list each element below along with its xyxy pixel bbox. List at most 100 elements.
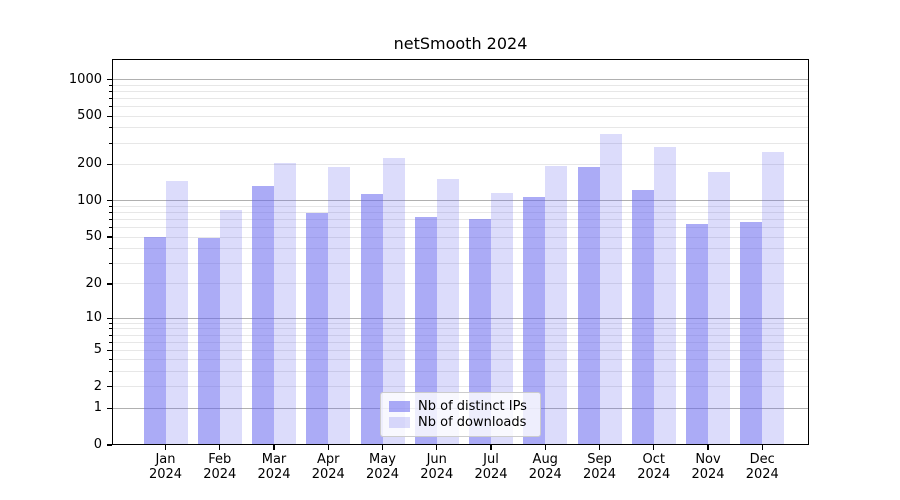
y-minor-tickmark (109, 205, 112, 207)
y-minor-tickmark (109, 90, 112, 92)
legend-item-distinct-ips: Nb of distinct IPs (389, 399, 532, 414)
minor-gridline (112, 248, 809, 250)
x-tick-year: 2024 (311, 467, 345, 482)
minor-gridline (112, 212, 809, 214)
y-tickmark (107, 200, 112, 202)
legend-label-distinct-ips: Nb of distinct IPs (418, 399, 527, 414)
x-tick-month: Nov (695, 452, 721, 467)
x-tick-year: 2024 (691, 467, 725, 482)
bar-jul-downloads (491, 193, 513, 445)
bar-mar-distinct-ips (252, 185, 274, 445)
y-tick-label: 5 (93, 342, 102, 358)
bar-sep-downloads (599, 134, 622, 445)
x-tick-month: Apr (317, 452, 340, 467)
y-tick-label: 2 (93, 378, 102, 394)
x-tick-year: 2024 (420, 467, 454, 482)
x-tickmark (707, 445, 709, 450)
x-tick-label: Apr 2024 (300, 452, 356, 482)
x-tick-label: Sep 2024 (572, 452, 628, 482)
legend-swatch-downloads (389, 417, 410, 428)
minor-gridline (112, 90, 809, 92)
x-tick-year: 2024 (148, 467, 183, 482)
x-tick-label: May 2024 (355, 452, 411, 482)
minor-gridline (112, 142, 809, 144)
minor-gridline (112, 205, 809, 207)
bar-nov-distinct-ips (686, 224, 708, 445)
y-tickmark (107, 163, 112, 166)
bar-apr-downloads (328, 166, 351, 445)
bar-may-distinct-ips (360, 193, 383, 445)
major-gridline (112, 200, 809, 202)
bar-aug-downloads (545, 166, 568, 445)
y-tickmark (107, 407, 112, 409)
x-tick-year: 2024 (257, 467, 291, 482)
x-tickmark (164, 445, 167, 450)
y-minor-tickmark (109, 328, 112, 330)
minor-gridline (112, 328, 809, 330)
y-tickmark (107, 283, 112, 285)
minor-gridline (112, 106, 809, 108)
x-tick-year: 2024 (745, 467, 779, 482)
bar-jan-distinct-ips (143, 237, 166, 445)
x-tickmark (327, 445, 329, 450)
x-tickmark (761, 445, 763, 450)
x-tick-year: 2024 (637, 467, 671, 482)
x-tick-month: Dec (749, 452, 775, 467)
x-tickmark (436, 445, 438, 450)
y-tick-label: 1000 (68, 71, 102, 87)
minor-gridline (112, 163, 809, 165)
bar-feb-distinct-ips (197, 238, 220, 445)
minor-gridline (112, 341, 809, 343)
x-tickmark (381, 445, 384, 450)
y-minor-tickmark (109, 142, 112, 144)
bar-sep-distinct-ips (577, 166, 600, 445)
y-minor-tickmark (109, 97, 112, 99)
minor-gridline (112, 219, 809, 220)
y-minor-tickmark (109, 341, 112, 343)
x-tick-month: Sep (587, 452, 612, 467)
y-tick-label: 500 (77, 108, 102, 124)
y-tick-label: 0 (93, 437, 102, 452)
plot-area (112, 59, 809, 445)
major-gridline (112, 79, 809, 81)
y-tick-label: 50 (85, 229, 102, 244)
x-tick-month: Oct (642, 452, 665, 467)
minor-gridline (112, 84, 809, 86)
x-tick-year: 2024 (203, 467, 237, 482)
minor-gridline (112, 283, 809, 285)
x-tick-label: Jun 2024 (409, 452, 465, 482)
legend: Nb of distinct IPs Nb of downloads (380, 392, 541, 437)
y-minor-tickmark (109, 262, 112, 264)
x-tick-label: Oct 2024 (626, 452, 682, 482)
x-tick-month: May (369, 452, 396, 467)
x-tick-label: Feb 2024 (192, 452, 248, 482)
minor-gridline (112, 127, 809, 129)
bar-aug-distinct-ips (523, 197, 546, 445)
y-minor-tickmark (109, 227, 112, 229)
y-minor-tickmark (109, 106, 112, 108)
y-tick-label: 1 (93, 400, 102, 416)
minor-gridline (112, 262, 809, 264)
x-tick-label: Dec 2024 (734, 452, 790, 482)
x-tick-label: Aug 2024 (517, 452, 573, 482)
bar-jun-distinct-ips (414, 217, 437, 445)
y-minor-tickmark (109, 219, 112, 220)
y-minor-tickmark (109, 322, 112, 324)
minor-gridline (112, 322, 809, 324)
x-tickmark (544, 445, 546, 450)
y-tickmark (107, 317, 112, 319)
y-minor-tickmark (109, 212, 112, 214)
x-tick-label: Jan 2024 (138, 452, 194, 482)
x-tickmark (490, 445, 492, 450)
bar-dec-distinct-ips (740, 221, 763, 445)
x-tick-label: Jul 2024 (463, 452, 519, 482)
x-tick-year: 2024 (365, 467, 400, 482)
y-tickmark (107, 236, 112, 238)
x-tick-label: Mar 2024 (246, 452, 302, 482)
legend-item-downloads: Nb of downloads (389, 415, 532, 430)
x-tickmark (653, 445, 655, 450)
x-tick-month: Jun (426, 452, 447, 467)
bar-may-downloads (382, 157, 405, 445)
bar-oct-distinct-ips (631, 189, 654, 445)
